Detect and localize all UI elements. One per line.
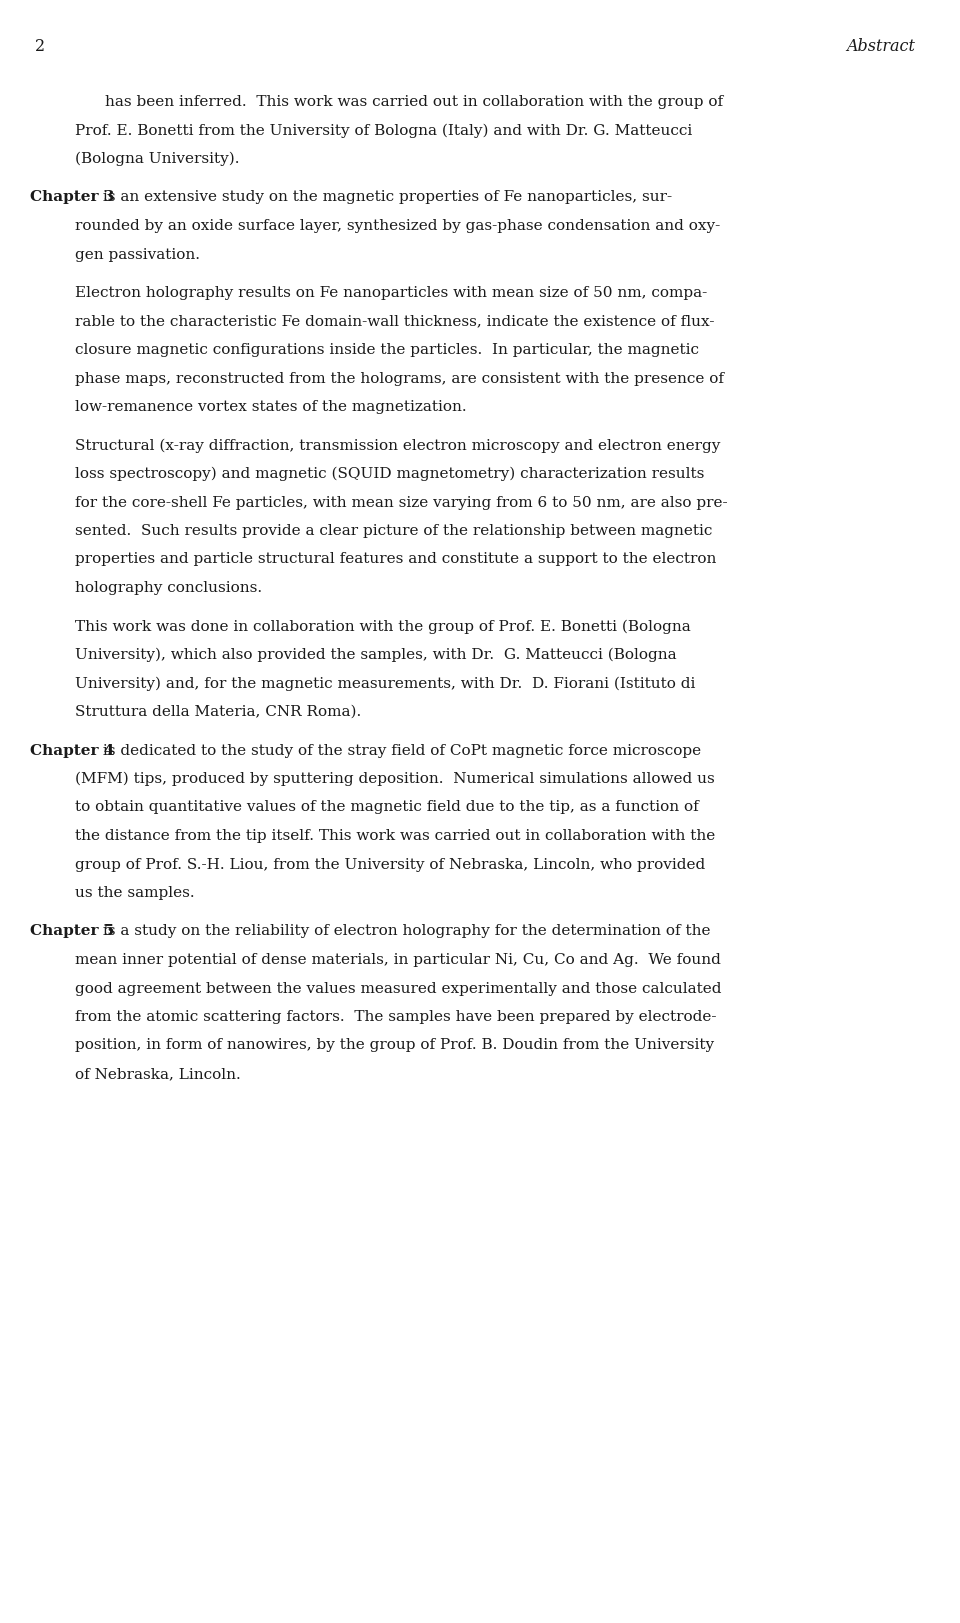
Text: for the core-shell Fe particles, with mean size varying from 6 to 50 nm, are als: for the core-shell Fe particles, with me… (75, 495, 728, 510)
Text: us the samples.: us the samples. (75, 886, 195, 901)
Text: gen passivation.: gen passivation. (75, 247, 200, 261)
Text: holography conclusions.: holography conclusions. (75, 581, 262, 596)
Text: Electron holography results on Fe nanoparticles with mean size of 50 nm, compa-: Electron holography results on Fe nanopa… (75, 286, 708, 300)
Text: group of Prof. S.-H. Liou, from the University of Nebraska, Lincoln, who provide: group of Prof. S.-H. Liou, from the Univ… (75, 857, 706, 872)
Text: is dedicated to the study of the stray field of CoPt magnetic force microscope: is dedicated to the study of the stray f… (98, 743, 702, 758)
Text: is an extensive study on the magnetic properties of Fe nanoparticles, sur-: is an extensive study on the magnetic pr… (98, 190, 673, 204)
Text: has been inferred.  This work was carried out in collaboration with the group of: has been inferred. This work was carried… (105, 96, 723, 109)
Text: position, in form of nanowires, by the group of Prof. B. Doudin from the Univers: position, in form of nanowires, by the g… (75, 1039, 714, 1052)
Text: sented.  Such results provide a clear picture of the relationship between magnet: sented. Such results provide a clear pic… (75, 524, 712, 537)
Text: rable to the characteristic Fe domain-wall thickness, indicate the existence of : rable to the characteristic Fe domain-wa… (75, 315, 714, 328)
Text: Struttura della Materia, CNR Roma).: Struttura della Materia, CNR Roma). (75, 704, 361, 719)
Text: rounded by an oxide surface layer, synthesized by gas-phase condensation and oxy: rounded by an oxide surface layer, synth… (75, 219, 720, 234)
Text: (Bologna University).: (Bologna University). (75, 153, 239, 167)
Text: Structural (x-ray diffraction, transmission electron microscopy and electron ene: Structural (x-ray diffraction, transmiss… (75, 438, 720, 453)
Text: Chapter 3: Chapter 3 (30, 190, 114, 204)
Text: (MFM) tips, produced by sputtering deposition.  Numerical simulations allowed us: (MFM) tips, produced by sputtering depos… (75, 773, 715, 787)
Text: University) and, for the magnetic measurements, with Dr.  D. Fiorani (Istituto d: University) and, for the magnetic measur… (75, 677, 695, 691)
Text: mean inner potential of dense materials, in particular Ni, Cu, Co and Ag.  We fo: mean inner potential of dense materials,… (75, 953, 721, 967)
Text: loss spectroscopy) and magnetic (SQUID magnetometry) characterization results: loss spectroscopy) and magnetic (SQUID m… (75, 467, 705, 482)
Text: Chapter 4: Chapter 4 (30, 743, 114, 758)
Text: 2: 2 (35, 37, 45, 55)
Text: Prof. E. Bonetti from the University of Bologna (Italy) and with Dr. G. Matteucc: Prof. E. Bonetti from the University of … (75, 123, 692, 138)
Text: closure magnetic configurations inside the particles.  In particular, the magnet: closure magnetic configurations inside t… (75, 342, 699, 357)
Text: This work was done in collaboration with the group of Prof. E. Bonetti (Bologna: This work was done in collaboration with… (75, 620, 691, 635)
Text: of Nebraska, Lincoln.: of Nebraska, Lincoln. (75, 1066, 241, 1081)
Text: good agreement between the values measured experimentally and those calculated: good agreement between the values measur… (75, 982, 722, 995)
Text: Abstract: Abstract (846, 37, 915, 55)
Text: properties and particle structural features and constitute a support to the elec: properties and particle structural featu… (75, 552, 716, 566)
Text: phase maps, reconstructed from the holograms, are consistent with the presence o: phase maps, reconstructed from the holog… (75, 372, 724, 386)
Text: low-remanence vortex states of the magnetization.: low-remanence vortex states of the magne… (75, 399, 467, 414)
Text: University), which also provided the samples, with Dr.  G. Matteucci (Bologna: University), which also provided the sam… (75, 648, 677, 662)
Text: the distance from the tip itself. This work was carried out in collaboration wit: the distance from the tip itself. This w… (75, 829, 715, 842)
Text: Chapter 5: Chapter 5 (30, 925, 114, 938)
Text: to obtain quantitative values of the magnetic field due to the tip, as a functio: to obtain quantitative values of the mag… (75, 800, 699, 815)
Text: from the atomic scattering factors.  The samples have been prepared by electrode: from the atomic scattering factors. The … (75, 1010, 716, 1024)
Text: is a study on the reliability of electron holography for the determination of th: is a study on the reliability of electro… (98, 925, 711, 938)
